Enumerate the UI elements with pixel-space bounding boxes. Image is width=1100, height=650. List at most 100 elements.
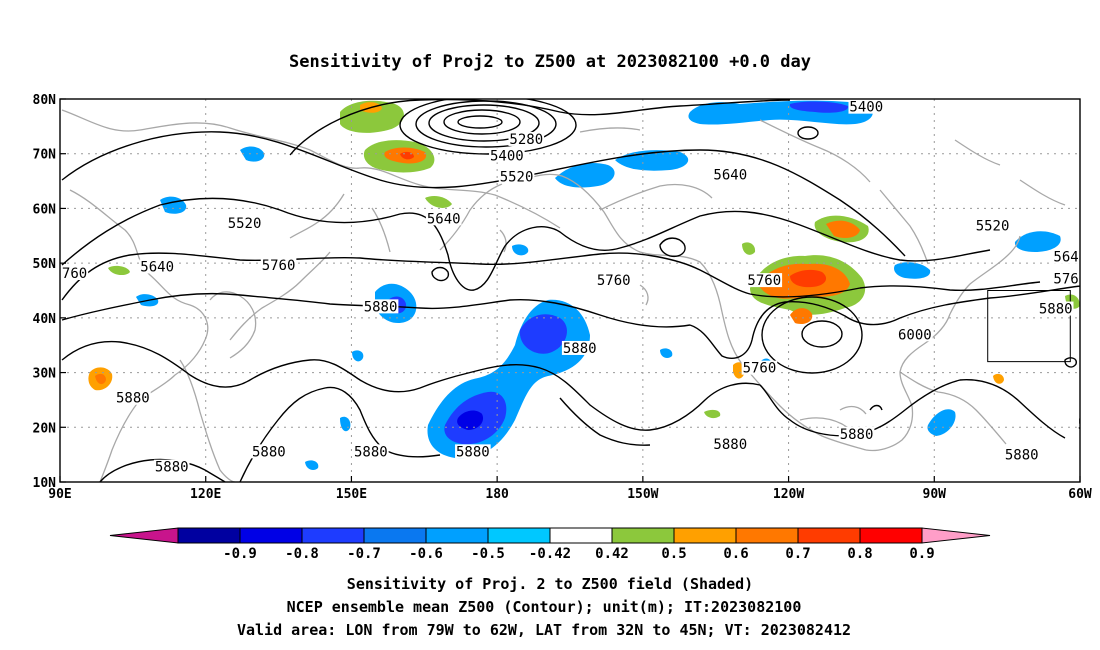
contour-label-bg-24 [1003,447,1040,462]
contour-label-bg-19 [741,360,778,375]
contour-label-10: 5760 [262,258,296,274]
contour-label-bg-1 [508,131,545,146]
contour-label-4: 5640 [713,168,747,184]
contour-label-19: 5760 [743,361,777,377]
contour-label-bg-17 [897,327,933,342]
colorbar-cell-3 [363,527,427,544]
shade-pos-green-sm-3 [742,242,756,255]
y-tick-label-7: 80N [33,93,57,108]
shade-pos-us-south [790,308,813,324]
y-tick-label-0: 10N [33,476,57,491]
shade-neg-tropic-w2 [305,460,319,470]
contour-label-bg-13 [1052,249,1080,264]
shade-pos-green-sm-1 [425,196,452,208]
contour-label-14: 5760 [1053,271,1087,287]
contour-label-bg-22 [712,437,749,452]
colorbar-over-arrow [921,527,991,544]
colorbar-cell-10 [797,527,861,544]
colorbar-cell-1 [239,527,303,544]
contour-label-bg-25 [251,444,287,459]
y-axis: 10N 20N 30N 40N 50N 60N 70N 80N [33,93,66,491]
x-axis: 90E 120E 150E 180 150W 120W 90W 60W [48,476,1092,502]
contour-label-bg-3 [498,169,535,184]
colorbar: -0.9 -0.8 -0.7 -0.6 -0.5 -0.42 0.42 0.5 0.6 0.7 0.… [109,527,991,562]
shade-pos-bay-bengal-core [95,373,106,385]
y-tick-label-1: 20N [33,421,57,436]
contour-label-27: 5880 [456,444,490,460]
shade-neg-bering [555,162,615,188]
x-tick-label-4: 150W [627,487,658,502]
contour-label-bg-0 [848,99,885,114]
contour-label-5: 5520 [976,218,1010,234]
x-tick-label-1: 120E [190,487,221,502]
y-tick-label-2: 30N [33,367,57,382]
chart-title: Sensitivity of Proj2 to Z500 at 20230821… [289,52,811,72]
contour-label-bg-18 [561,340,598,355]
colorbar-label-9: 0.7 [785,546,810,562]
colorbar-label-1: -0.8 [285,546,319,562]
colorbar-cell-7 [611,527,675,544]
contour-label-bg-6 [425,211,462,226]
contour-label-0: 5400 [849,100,883,116]
colorbar-label-2: -0.7 [347,546,381,562]
colorbar-label-7: 0.5 [661,546,686,562]
y-tick-label-5: 60N [33,202,57,217]
colorbar-label-11: 0.9 [909,546,934,562]
shade-neg-arctic-ne-core [789,101,849,113]
colorbar-label-8: 0.6 [723,546,748,562]
y-tick-label-3: 40N [33,312,57,327]
contour-label-bg-21 [838,426,875,441]
contour-label-bg-10 [260,257,297,272]
contour-label-bg-14 [1052,271,1080,286]
footer-line-3: Valid area: LON from 79W to 62W, LAT fro… [237,621,851,639]
contour-label-3: 5520 [500,170,534,186]
contour-label-11: 5760 [597,273,631,289]
colorbar-cell-4 [425,527,489,544]
contour-label-23: 5880 [1078,417,1100,433]
shade-pos-atlantic-sm [993,373,1004,384]
contour-label-bg-20 [115,390,151,405]
footer-line-2: NCEP ensemble mean Z500 (Contour); unit(… [287,598,802,616]
valid-area-box [987,290,1071,363]
colorbar-cell-11 [859,527,923,544]
shade-pos-kamchatka [340,100,404,133]
shade-pos-green-sm-5 [704,409,721,419]
contour-label-bg-9 [60,265,89,280]
colorbar-cell-2 [301,527,365,544]
contour-label-bg-28 [153,459,190,474]
colorbar-cell-9 [735,527,799,544]
contour-label-2: 5400 [490,148,524,164]
sensitivity-shading [88,100,1080,470]
x-tick-label-0: 90E [48,487,71,502]
contour-label-bg-15 [1037,301,1074,316]
colorbar-label-0: -0.9 [223,546,257,562]
shade-pos-hudson-core [826,220,860,238]
contour-label-7: 5520 [228,216,262,232]
contour-label-21: 5880 [840,427,874,443]
contour-label-bg-2 [489,148,525,163]
contour-label-bg-8 [139,259,175,274]
contour-label-9: 760 [62,266,87,282]
shade-pos-green-sm-2 [108,265,130,276]
colorbar-cell-8 [673,527,737,544]
y-tick-label-4: 50N [33,257,57,272]
colorbar-under-arrow [109,527,179,544]
shade-neg-atlantic-ne [1014,231,1061,252]
colorbar-label-3: -0.6 [409,546,443,562]
x-tick-label-2: 150E [336,487,367,502]
contour-label-25: 5880 [252,444,286,460]
shade-neg-small-2 [660,348,673,358]
x-tick-label-6: 90W [923,487,947,502]
colorbar-cell-0 [177,527,241,544]
colorbar-label-10: 0.8 [847,546,872,562]
contour-label-bg-27 [455,444,491,459]
colorbar-label-6: 0.42 [595,546,629,562]
contour-label-1: 5280 [509,132,543,148]
plot-background [60,99,1080,482]
contour-label-bg-5 [974,218,1011,233]
contour-label-bg-23 [1076,417,1080,432]
colorbar-cell-6 [549,527,613,544]
